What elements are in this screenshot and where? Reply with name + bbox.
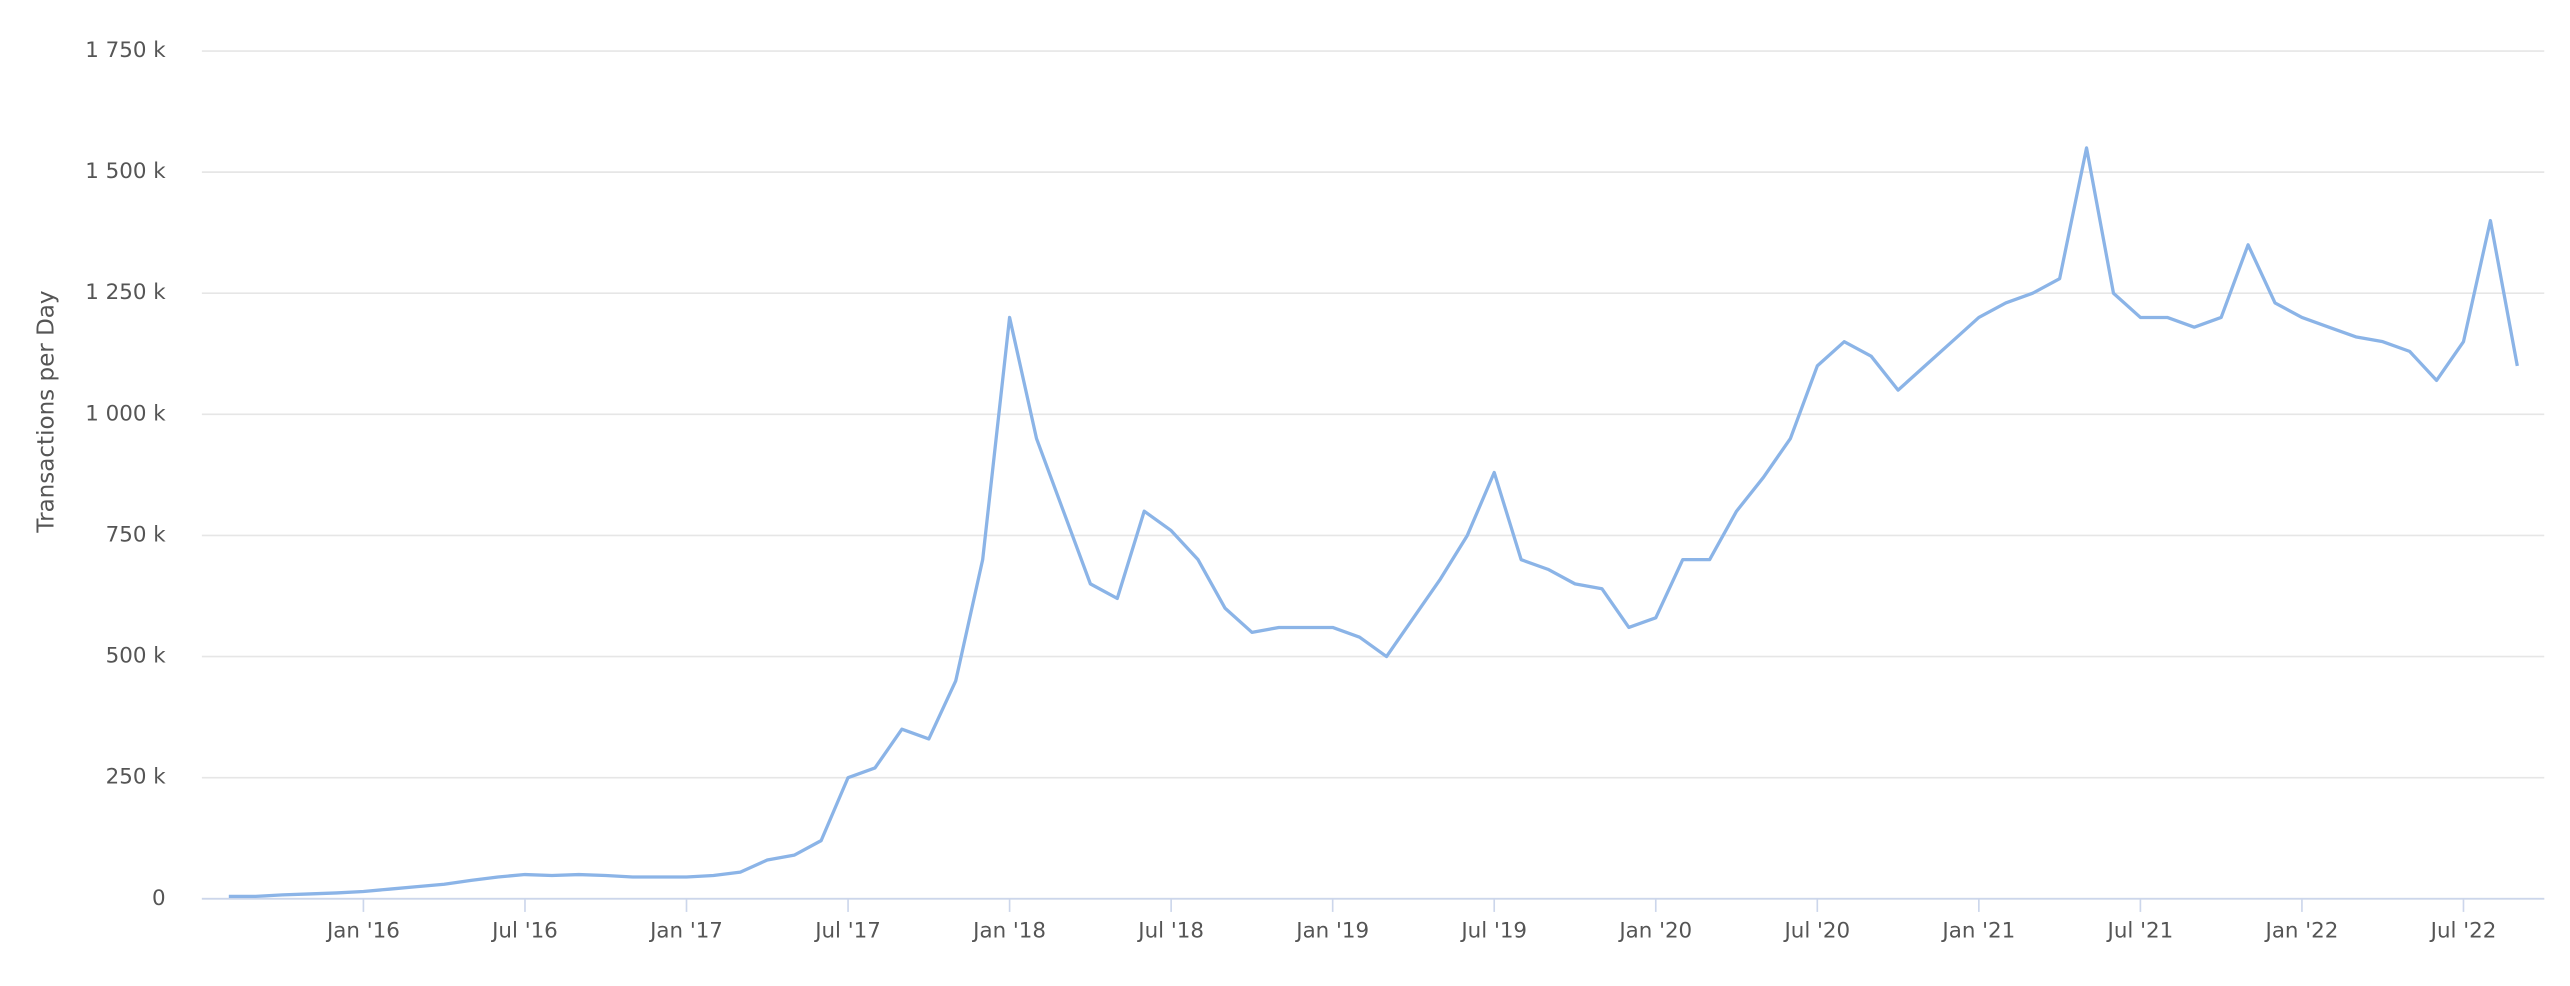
y-tick-label: 1 500 k	[85, 159, 166, 184]
x-tick-label: Jul '19	[1459, 919, 1527, 944]
y-tick-label: 500 k	[106, 644, 167, 669]
x-tick-label: Jan '19	[1294, 919, 1369, 944]
y-tick-label: 750 k	[106, 522, 167, 547]
y-tick-label: 1 000 k	[85, 401, 166, 426]
x-tick-label: Jan '16	[325, 919, 400, 944]
x-tick-label: Jul '18	[1136, 919, 1204, 944]
y-axis-label: Transactions per Day	[34, 290, 60, 533]
x-tick-label: Jul '20	[1782, 919, 1850, 944]
x-tick-label: Jul '16	[490, 919, 558, 944]
y-tick-label: 1 750 k	[85, 38, 166, 63]
y-tick-label: 0	[152, 886, 166, 911]
x-tick-label: Jul '17	[813, 919, 881, 944]
data-line	[228, 146, 2519, 898]
x-tick-label: Jan '20	[1617, 919, 1692, 944]
y-tick-label: 250 k	[106, 765, 167, 790]
x-tick-label: Jan '21	[1940, 919, 2015, 944]
x-tick-label: Jan '22	[2264, 919, 2339, 944]
x-tick-label: Jul '21	[2106, 919, 2174, 944]
y-tick-label: 1 250 k	[85, 280, 166, 305]
x-tick-label: Jul '22	[2429, 919, 2497, 944]
x-tick-label: Jan '18	[971, 919, 1046, 944]
x-tick-label: Jan '17	[648, 919, 723, 944]
